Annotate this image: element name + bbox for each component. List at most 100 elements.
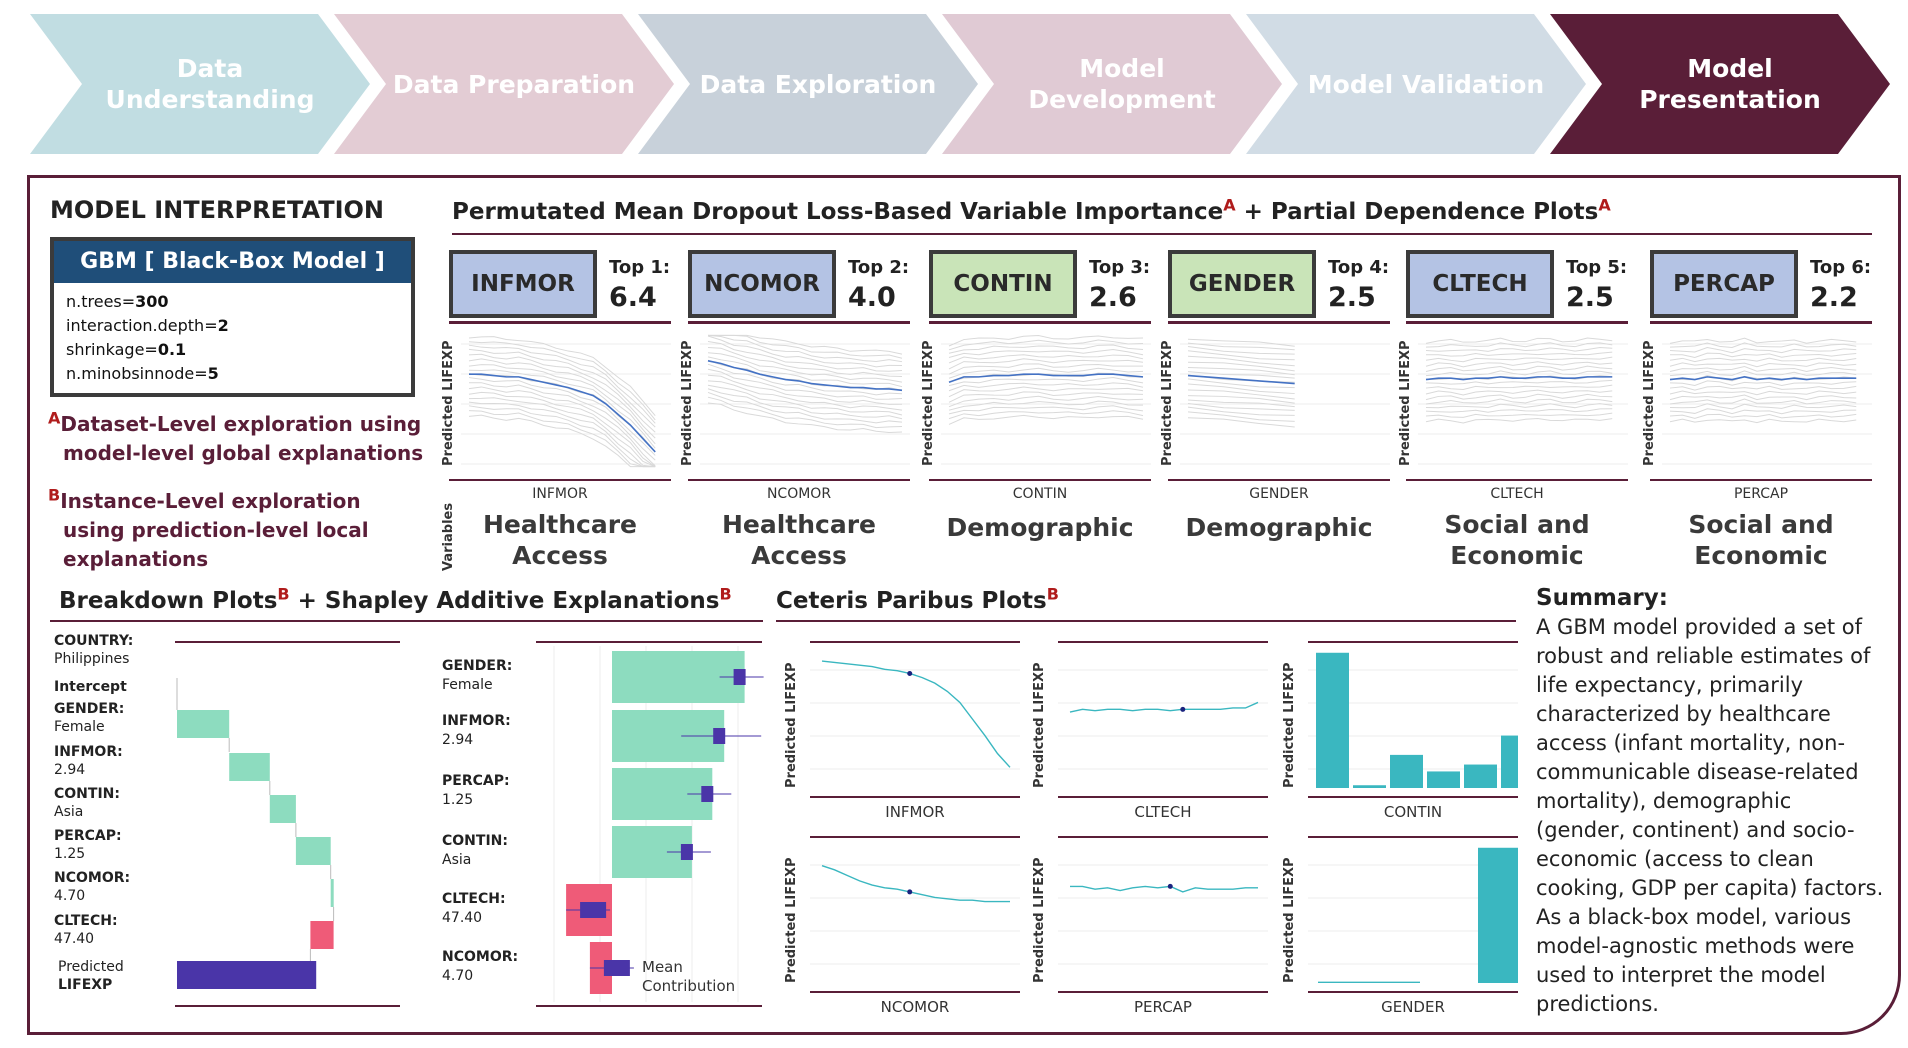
- breakdown-row-value: Female: [54, 719, 105, 735]
- pdp-x-rule: [1168, 479, 1390, 481]
- pipeline-step-label: Data Exploration: [699, 69, 937, 99]
- importance-title-rule: [452, 233, 1872, 235]
- shap-box: [680, 844, 693, 860]
- pdp-ice-line: [1187, 346, 1295, 355]
- pdp-x-label: CONTIN: [1012, 486, 1068, 502]
- pdp-ice-line: [1187, 399, 1295, 408]
- chevron-fill: [638, 14, 978, 154]
- pdp-ice-line: [468, 358, 656, 439]
- chevron-fill: [1550, 14, 1890, 154]
- pipeline-step-4: Model Development: [942, 14, 1282, 154]
- pdp-x-label: NCOMOR: [766, 486, 832, 502]
- breakdown-country: COUNTRY: Philippines: [54, 633, 134, 667]
- shap-row-value: 1.25: [442, 792, 474, 808]
- waterfall-bar: [177, 710, 230, 738]
- pdp-ice-line: [1425, 389, 1613, 396]
- variable-tag-gender: GENDER: [1168, 250, 1316, 318]
- shap-box: [733, 669, 746, 685]
- category-line: Healthcare: [721, 510, 877, 539]
- summary-title: Summary:: [1536, 585, 1668, 611]
- pdp-ice-line: [707, 340, 903, 372]
- pdp-chart-contin: [941, 334, 1151, 465]
- ceteris-chart-percap: [1058, 836, 1268, 993]
- ceteris-observation-marker: [907, 889, 913, 895]
- variable-category: Demographic: [1158, 512, 1400, 543]
- pipeline-step-2: Data Preparation: [334, 14, 674, 154]
- pdp-ice-line: [1425, 408, 1613, 413]
- pdp-ice-line: [948, 377, 1144, 387]
- pdp-ice-line: [468, 348, 656, 428]
- importance-value: 4.0: [848, 282, 896, 313]
- pdp-ice-line: [1425, 412, 1613, 418]
- pdp-x-label: GENDER: [1249, 486, 1309, 502]
- importance-value: 6.4: [609, 282, 657, 313]
- pdp-chart-gender: [1180, 338, 1390, 465]
- breakdown-row-key: CLTECH:: [54, 913, 118, 929]
- note-dataset-level: ADataset-Level exploration using model-l…: [48, 408, 424, 465]
- shap-row-key: PERCAP:: [442, 773, 510, 789]
- column-top-rule: [449, 321, 671, 324]
- breakdown-row-key: PERCAP:: [54, 828, 122, 844]
- column-top-rule: [688, 321, 910, 324]
- importance-value: 2.5: [1566, 282, 1614, 313]
- ceteris-line: [1070, 885, 1258, 893]
- pdp-mean-line: [1425, 376, 1613, 381]
- variables-axis-label: Variables: [441, 502, 456, 571]
- pdp-ice-line: [948, 391, 1144, 403]
- pdp-x-rule: [929, 479, 1151, 481]
- pdp-ice-line: [468, 336, 656, 417]
- breakdown-row-key: INFMOR:: [54, 744, 123, 760]
- summary-text: A GBM model provided a set of robust and…: [1536, 615, 1884, 1016]
- pdp-ice-line: [707, 356, 903, 388]
- model-param-value: 2: [217, 316, 229, 335]
- model-name: GBM [ Black-Box Model ]: [54, 241, 411, 283]
- pdp-ice-line: [468, 341, 656, 421]
- pdp-ice-line: [1425, 361, 1613, 368]
- pdp-ice-line: [1669, 380, 1857, 387]
- pipeline-step-label: Model Validation: [1307, 69, 1545, 99]
- pdp-ice-line: [1425, 379, 1613, 385]
- variable-category: Demographic: [919, 512, 1161, 543]
- ceteris-x-label: NCOMOR: [880, 998, 950, 1016]
- model-param: n.trees=300: [66, 290, 399, 314]
- pdp-ice-line: [1187, 342, 1295, 351]
- chevron-fill: [942, 14, 1282, 154]
- pdp-ice-line: [708, 334, 903, 359]
- column-top-rule: [1650, 321, 1872, 324]
- pipeline-step-5: Model Validation: [1246, 14, 1586, 154]
- pdp-ice-line: [707, 352, 903, 383]
- pdp-ice-line: [948, 414, 1144, 425]
- pdp-ice-line: [1425, 342, 1613, 348]
- pdp-ice-line: [1425, 403, 1613, 409]
- ceteris-x-label: PERCAP: [1134, 998, 1192, 1016]
- pdp-ice-line: [1425, 347, 1613, 352]
- model-param: interaction.depth=2: [66, 314, 399, 338]
- chevron-shape: [638, 14, 978, 154]
- pdp-ice-line: [468, 377, 656, 456]
- pdp-ice-line: [468, 353, 656, 433]
- pdp-ice-line: [1669, 362, 1857, 368]
- ceteris-title: Ceteris Paribus PlotsB: [776, 584, 1059, 614]
- pdp-ice-line: [1669, 337, 1857, 344]
- pdp-ice-line: [707, 368, 903, 400]
- pdp-chart-infmor: [461, 336, 671, 468]
- ceteris-bar: [1464, 764, 1497, 788]
- variable-category: Social and Economic: [1396, 509, 1638, 571]
- category-line: Access: [751, 541, 847, 570]
- category-line: Access: [512, 541, 608, 570]
- shap-row-label: CONTIN: Asia: [442, 832, 508, 870]
- variable-category: Healthcare Access: [439, 509, 681, 571]
- shap-row-value: Asia: [442, 852, 472, 868]
- chevron-shape: [30, 14, 370, 154]
- pdp-mean-line: [948, 373, 1144, 383]
- pdp-ice-line: [948, 339, 1144, 351]
- chevron-shape: [942, 14, 1282, 154]
- pdp-ice-line: [1425, 393, 1613, 401]
- variable-tag-percap: PERCAP: [1650, 250, 1798, 318]
- pipeline-step-label: Data Understanding: [105, 54, 315, 114]
- variable-tag-infmor: INFMOR: [449, 250, 597, 318]
- pdp-ice-line: [948, 344, 1144, 354]
- pdp-x-rule: [449, 479, 671, 481]
- breakdown-predicted-label: Predicted LIFEXP: [58, 959, 124, 993]
- ceteris-observation-marker: [1167, 883, 1173, 889]
